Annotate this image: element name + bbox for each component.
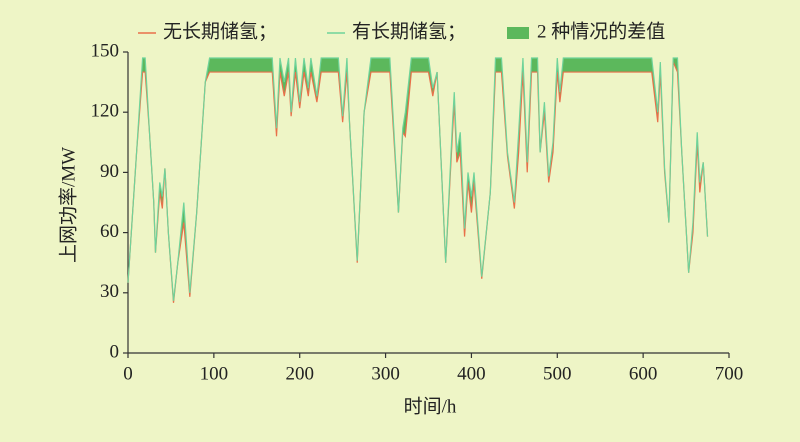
y-tick-label: 60 bbox=[100, 221, 119, 242]
x-tick-label: 100 bbox=[200, 363, 229, 384]
y-tick-label: 30 bbox=[100, 281, 119, 302]
x-tick-label: 400 bbox=[457, 363, 486, 384]
difference-area bbox=[128, 58, 708, 303]
legend-label: 有长期储氢； bbox=[352, 20, 466, 42]
y-tick-label: 0 bbox=[110, 341, 120, 362]
x-tick-label: 600 bbox=[629, 363, 658, 384]
series-line bbox=[127, 61, 709, 303]
y-tick-label: 90 bbox=[100, 161, 119, 182]
legend-swatch bbox=[507, 27, 529, 39]
series-line bbox=[127, 57, 709, 301]
y-axis-label: 上网功率/MW bbox=[57, 147, 79, 263]
y-tick-label: 120 bbox=[91, 101, 120, 122]
x-axis-label: 时间/h bbox=[404, 395, 457, 417]
legend-label: 2 种情况的差值 bbox=[537, 20, 665, 42]
y-tick-label: 150 bbox=[91, 40, 120, 61]
x-tick-label: 200 bbox=[285, 363, 314, 384]
x-tick-label: 700 bbox=[715, 363, 744, 384]
x-tick-label: 500 bbox=[543, 363, 572, 384]
x-tick-label: 0 bbox=[123, 363, 133, 384]
legend-label: 无长期储氢； bbox=[163, 20, 277, 42]
x-tick-label: 300 bbox=[371, 363, 400, 384]
